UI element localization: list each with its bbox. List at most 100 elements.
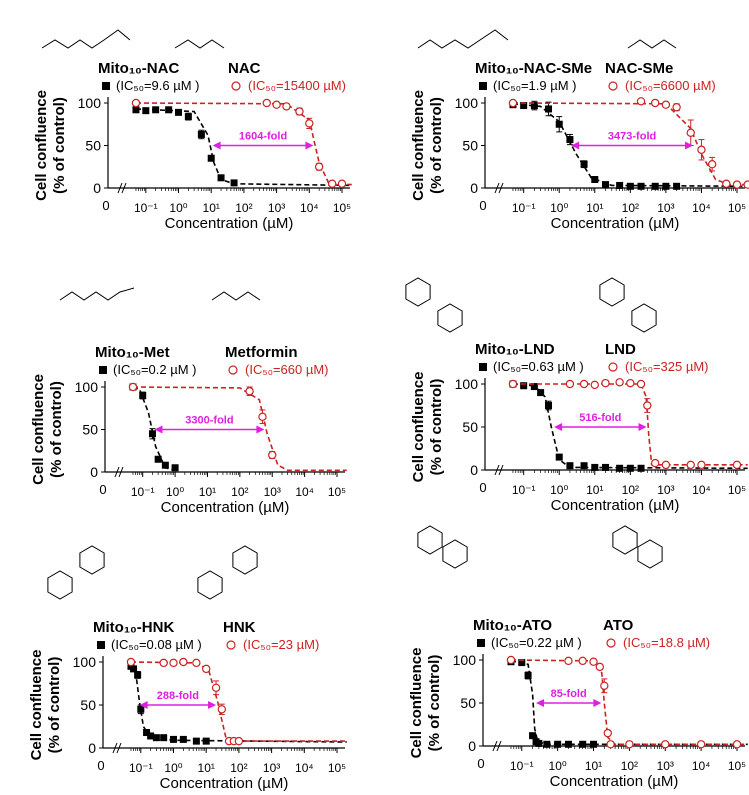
data-point-circle (506, 655, 516, 665)
fit-curve-red (135, 102, 352, 186)
data-point-square (616, 181, 624, 189)
data-point-circle (615, 378, 624, 387)
data-point-square (564, 740, 572, 748)
metformin-structure (211, 291, 261, 301)
x-tick-label: 10³ (657, 483, 674, 497)
mito-ato-ring (442, 539, 468, 569)
y-axis-label: Cell confluence (408, 648, 425, 759)
x-tick-label: 10³ (657, 201, 674, 215)
x-axis-label: Concentration (µM) (551, 215, 680, 232)
y-tick-label: 50 (460, 695, 476, 711)
chart-panel-5: 0 50 100 0 10⁻¹ 10⁰ 10¹ 10² 10³ 10⁴ 10⁵ Concentrati… (28, 619, 347, 792)
legend-label: (IC₅₀=0.22 µM ) (491, 635, 582, 650)
axis-break (498, 464, 504, 476)
compound-name: NAC (228, 60, 261, 77)
axis-break (494, 182, 500, 194)
y-axis-label: Cell confluence (30, 374, 47, 485)
x-tick-label: 10⁴ (295, 485, 314, 499)
y-tick-label: 100 (78, 95, 102, 111)
legend-label: (IC₅₀=6600 µM) (625, 78, 716, 93)
compound-name: LND (605, 341, 636, 358)
fold-label: 1604-fold (239, 131, 287, 143)
x-axis-label: Concentration (µM) (160, 775, 289, 792)
axis-break (114, 466, 120, 478)
data-point-circle (603, 728, 612, 738)
data-point-square (601, 463, 609, 471)
chemical-structures (41, 29, 677, 600)
data-point-circle (732, 740, 742, 749)
data-point-square (601, 181, 609, 189)
data-point-square (170, 735, 178, 743)
compound-name: Metformin (225, 344, 298, 361)
fold-arrow-head (554, 423, 563, 431)
data-point-square (160, 734, 168, 742)
data-point-circle (268, 450, 277, 460)
data-point-circle (564, 656, 573, 666)
x-tick-label: 10³ (263, 761, 280, 775)
data-point-square (535, 739, 543, 747)
data-point-square (580, 160, 588, 168)
data-point-square (197, 130, 205, 138)
data-point-square (161, 461, 169, 469)
data-point-circle (258, 412, 267, 421)
fold-arrow-head (571, 141, 580, 150)
data-point-circle (579, 379, 589, 389)
fold-label: 288-fold (157, 690, 199, 702)
x-tick-label: 10⁴ (692, 759, 711, 773)
y-axis-label: (% of control) (46, 657, 63, 754)
nac-sme-structure (627, 39, 677, 49)
x-tick-label: 10⁰ (166, 485, 184, 499)
y-tick-label: 0 (93, 180, 101, 196)
data-point-circle (217, 705, 227, 714)
data-point-square (543, 740, 551, 748)
data-point-circle (159, 658, 168, 668)
x-axis-label: Concentration (µM) (161, 499, 290, 516)
legend-square-marker (102, 82, 110, 90)
x-tick-label: 10¹ (199, 485, 216, 499)
data-point-circle (131, 98, 141, 108)
mito-lnd-ring (437, 303, 463, 333)
data-point-circle (508, 98, 518, 108)
mito-lnd-ring (405, 277, 431, 307)
axis-break (498, 182, 504, 194)
y-axis-label: (% of control) (428, 97, 445, 194)
mito-hnk-ring (79, 545, 105, 575)
data-point-square (651, 182, 659, 190)
x-tick-label: 10¹ (586, 201, 603, 215)
fit-curve-black (130, 664, 347, 743)
y-tick-label: 0 (90, 464, 98, 480)
data-point-circle (169, 658, 178, 668)
legend-label: (IC₅₀=0.2 µM ) (113, 362, 197, 377)
legend-circle-marker (231, 81, 241, 91)
x-tick-label: 0 (102, 198, 109, 213)
data-point-square (132, 106, 140, 114)
data-point-circle (508, 379, 518, 389)
data-point-square (626, 182, 634, 190)
x-tick-label: 10³ (657, 759, 674, 773)
data-point-circle (305, 119, 314, 128)
x-tick-label: 10⁴ (295, 761, 314, 775)
data-point-circle (245, 387, 254, 396)
fold-label: 85-fold (551, 688, 587, 700)
x-tick-label: 10⁰ (169, 201, 187, 215)
y-tick-label: 50 (82, 422, 98, 438)
data-point-square (529, 732, 537, 740)
y-tick-label: 50 (80, 697, 96, 713)
mito-met-structure (59, 287, 135, 301)
axis-break (112, 742, 118, 754)
x-tick-label: 10⁻¹ (131, 485, 155, 499)
data-point-square (202, 737, 210, 745)
x-tick-label: 10⁻¹ (134, 201, 158, 215)
legend-square-marker (97, 641, 105, 649)
x-tick-label: 10⁰ (549, 759, 567, 773)
data-point-circle (126, 657, 136, 667)
legend-label: (IC₅₀=325 µM) (625, 359, 709, 374)
data-point-circle (732, 460, 742, 470)
y-tick-label: 100 (455, 376, 479, 392)
fit-curve-black (512, 103, 748, 188)
y-axis-label: (% of control) (48, 381, 65, 478)
hnk-ring (197, 570, 223, 600)
legend-label: (IC₅₀=1.9 µM ) (493, 78, 577, 93)
data-point-square (590, 740, 598, 748)
fold-label: 3300-fold (185, 415, 233, 427)
